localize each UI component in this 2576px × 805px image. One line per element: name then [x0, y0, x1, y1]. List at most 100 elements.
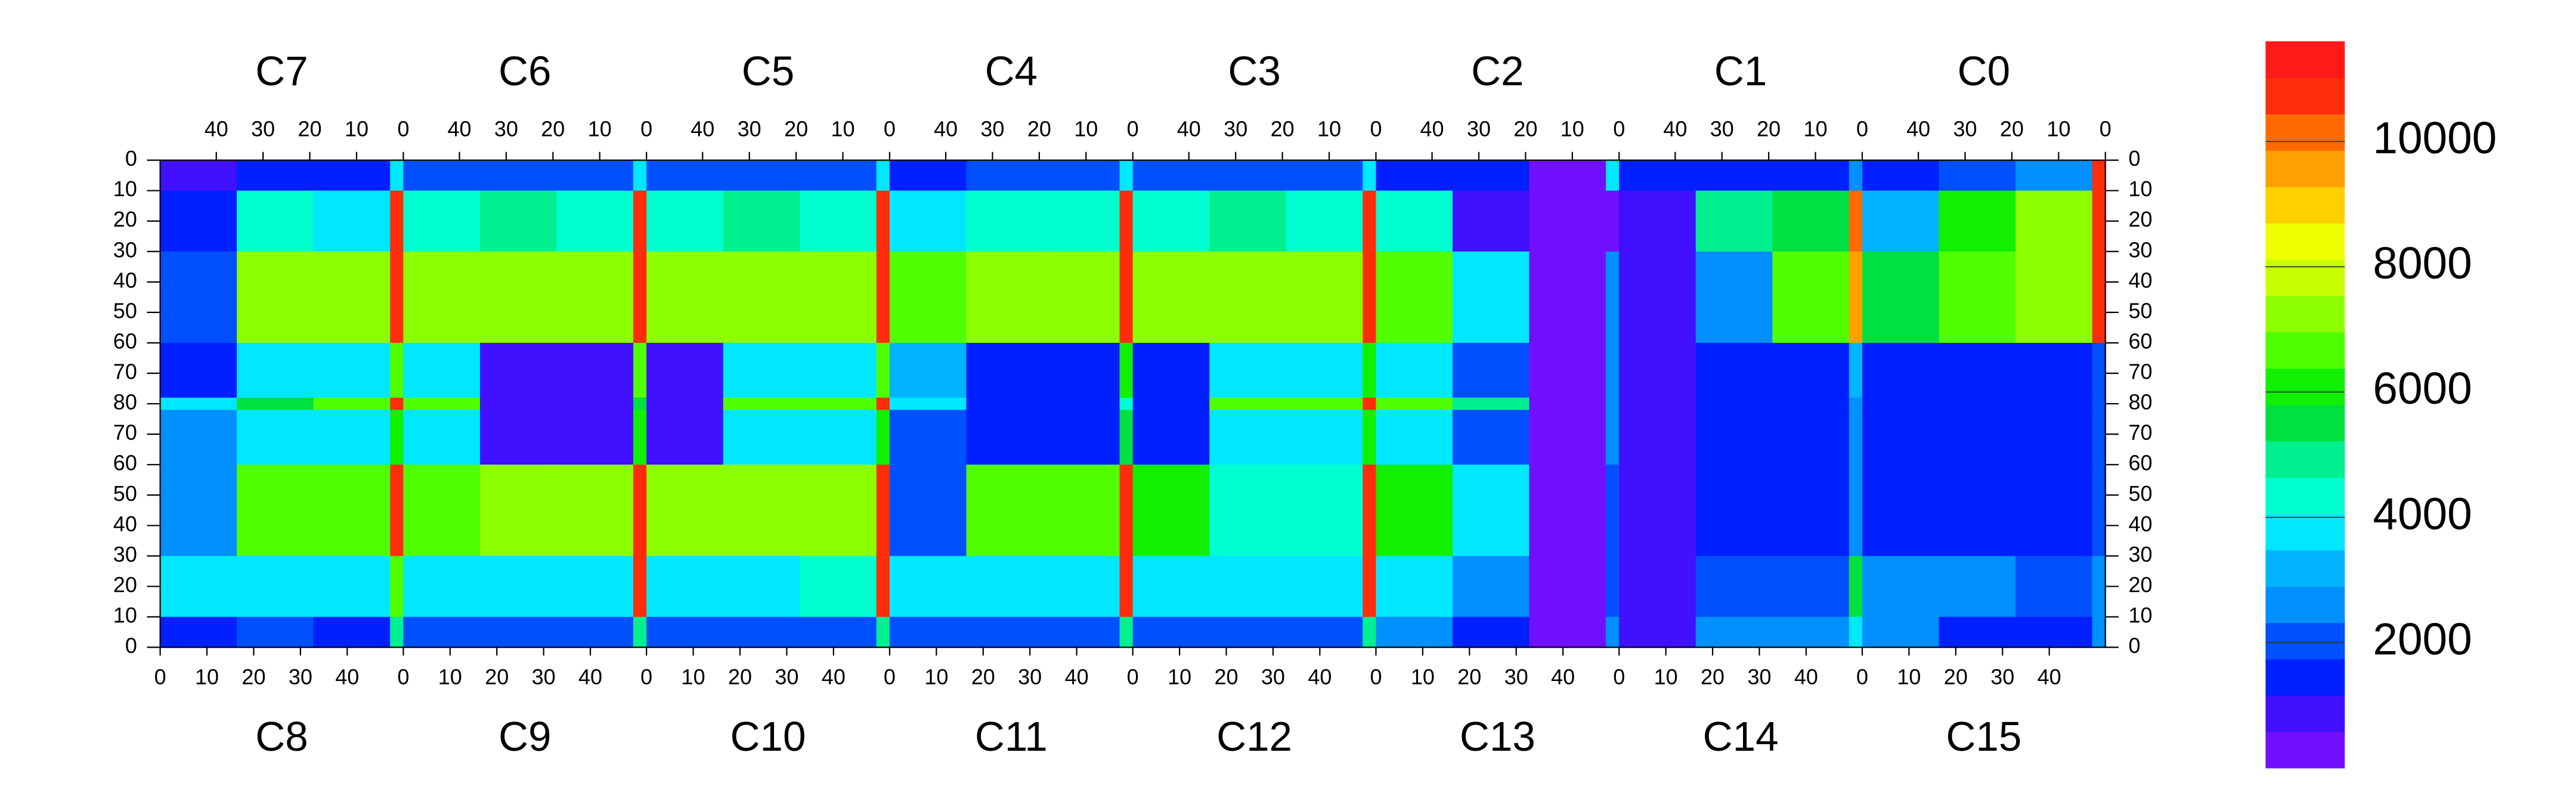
heatmap-cell	[723, 556, 801, 618]
x-tick-label: 0	[1856, 116, 1868, 141]
x-tick-label: 40	[447, 116, 471, 141]
y-tick-label: 10	[2129, 177, 2153, 201]
heatmap-cell	[966, 251, 1044, 343]
colorbar-band	[2265, 150, 2345, 187]
heatmap-cell	[2015, 617, 2093, 648]
x-tick-label: 30	[1710, 116, 1734, 141]
heatmap-cell	[646, 251, 724, 343]
heatmap-cell	[390, 617, 404, 648]
heatmap-cell	[1529, 397, 1606, 411]
heatmap-cell	[966, 397, 1044, 411]
heatmap-cell	[556, 397, 634, 411]
heatmap-cell	[313, 556, 391, 618]
heatmap-cell	[237, 190, 314, 252]
x-tick-label: 0	[154, 665, 166, 689]
heatmap-cell	[1209, 465, 1287, 557]
heatmap-cell	[237, 251, 314, 343]
heatmap-cell	[723, 465, 801, 557]
heatmap-cell	[1695, 160, 1773, 191]
x-tick-label: 10	[1411, 665, 1435, 689]
y-tick-label: 0	[125, 146, 137, 171]
heatmap-cell	[646, 465, 724, 557]
heatmap-cell	[1695, 397, 1773, 411]
heatmap-cell	[479, 251, 558, 343]
x-tick-label: 40	[2038, 665, 2061, 689]
heatmap-cell	[1209, 190, 1287, 252]
colorbar-band	[2265, 441, 2345, 478]
x-tick-label: 20	[485, 665, 509, 689]
heatmap-cell	[633, 397, 647, 411]
heatmap-cell	[1119, 251, 1134, 343]
y-tick-label: 40	[2129, 268, 2153, 292]
heatmap-cell	[1363, 160, 1377, 191]
heatmap-cell	[889, 556, 967, 618]
y-tick-label: 70	[2129, 360, 2153, 384]
chip-label: C8	[255, 713, 308, 760]
heatmap-cell	[876, 190, 890, 252]
heatmap-cell	[1619, 251, 1696, 343]
x-tick-label: 30	[1018, 665, 1042, 689]
heatmap-cell	[966, 617, 1044, 648]
x-tick-label: 0	[397, 116, 409, 141]
heatmap-cell	[646, 556, 724, 618]
heatmap-cell	[1772, 617, 1850, 648]
chip-label: C10	[730, 713, 806, 760]
x-tick-label: 20	[728, 665, 752, 689]
heatmap-cell	[479, 465, 558, 557]
heatmap-cell	[1453, 397, 1530, 411]
heatmap-cell	[237, 556, 314, 618]
heatmap-cell	[1043, 410, 1120, 466]
y-tick-label: 0	[2129, 633, 2141, 658]
chip-label: C15	[1946, 713, 2021, 760]
heatmap-cell	[556, 160, 634, 191]
x-tick-label: 10	[2046, 116, 2070, 141]
colorbar-band	[2265, 332, 2345, 369]
heatmap-cell	[889, 617, 967, 648]
x-tick-label: 20	[784, 116, 808, 141]
heatmap-cell	[1376, 397, 1453, 411]
heatmap-cell	[723, 342, 801, 398]
colorbar-tick-label: 8000	[2373, 238, 2472, 288]
heatmap-cell	[556, 251, 634, 343]
heatmap-cell	[1939, 397, 2016, 411]
heatmap-cell	[1286, 397, 1364, 411]
heatmap-cell	[1772, 251, 1850, 343]
heatmap-cell	[1376, 251, 1453, 343]
x-tick-label: 20	[1944, 665, 1968, 689]
heatmap-cell	[313, 190, 391, 252]
colorbar-band	[2265, 658, 2345, 696]
heatmap-cell	[1606, 410, 1620, 466]
heatmap-cell	[1453, 410, 1530, 466]
chip-label: C0	[1958, 48, 2010, 94]
x-tick-label: 30	[980, 116, 1004, 141]
heatmap-cell	[2015, 190, 2093, 252]
heatmap-cell	[1043, 160, 1120, 191]
heatmap-cell	[556, 617, 634, 648]
chip-label: C11	[975, 713, 1048, 760]
x-tick-label: 30	[1953, 116, 1977, 141]
heatmap-cell	[723, 160, 801, 191]
x-tick-label: 40	[1177, 116, 1201, 141]
heatmap-cell	[1606, 465, 1620, 557]
x-tick-label: 0	[2100, 116, 2111, 141]
heatmap-cell	[1453, 465, 1530, 557]
x-tick-label: 0	[640, 665, 652, 689]
x-tick-label: 20	[1027, 116, 1051, 141]
heatmap-cell	[2092, 556, 2106, 618]
heatmap-cell	[1619, 465, 1696, 557]
x-tick-label: 0	[1613, 116, 1625, 141]
heatmap-cell	[237, 410, 314, 466]
chip-label: C3	[1228, 48, 1280, 94]
heatmap-cell	[160, 342, 237, 398]
heatmap-cell	[1132, 410, 1210, 466]
heatmap-cell	[1376, 465, 1453, 557]
heatmap-cell	[723, 190, 801, 252]
heatmap-cell	[1619, 556, 1696, 618]
heatmap-cell	[1849, 251, 1863, 343]
heatmap-cell	[800, 251, 877, 343]
heatmap-cell	[1043, 465, 1120, 557]
heatmap-cell	[1862, 410, 1940, 466]
heatmap-cell	[160, 190, 237, 252]
heatmap-cell	[1286, 190, 1364, 252]
